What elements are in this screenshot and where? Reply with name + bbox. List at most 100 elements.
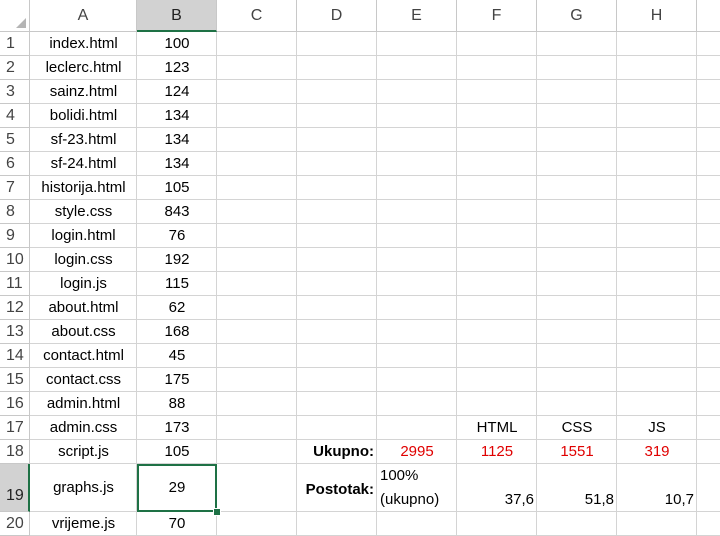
file-name-cell[interactable]: login.css xyxy=(54,251,113,268)
grid-cell[interactable] xyxy=(457,272,537,296)
grid-cell[interactable] xyxy=(697,392,720,416)
grid-cell[interactable] xyxy=(617,344,697,368)
grid-cell[interactable] xyxy=(377,248,457,272)
grid-cell[interactable] xyxy=(697,440,720,464)
grid-cell[interactable] xyxy=(137,464,217,512)
css-total-cell[interactable]: 1551 xyxy=(560,443,594,460)
percent-total-line2[interactable]: (ukupno) xyxy=(380,491,440,508)
row-header-8[interactable]: 8 xyxy=(0,200,30,224)
grid-cell[interactable] xyxy=(537,464,617,512)
grid-cell[interactable] xyxy=(30,248,137,272)
row-header-3[interactable]: 3 xyxy=(0,80,30,104)
grid-cell[interactable] xyxy=(377,344,457,368)
total-label-cell[interactable]: Ukupno: xyxy=(313,443,374,460)
grid-cell[interactable] xyxy=(217,80,297,104)
html-total-cell[interactable]: 1125 xyxy=(480,443,514,460)
grid-cell[interactable] xyxy=(137,56,217,80)
file-size-cell[interactable]: 45 xyxy=(168,347,186,364)
grid-cell[interactable] xyxy=(537,176,617,200)
grid-cell[interactable] xyxy=(297,248,377,272)
row-header-11[interactable]: 11 xyxy=(0,272,30,296)
grid-cell[interactable] xyxy=(697,224,720,248)
row-header-4[interactable]: 4 xyxy=(0,104,30,128)
grid-cell[interactable] xyxy=(457,80,537,104)
file-name-cell[interactable]: admin.css xyxy=(49,419,118,436)
grid-cell[interactable] xyxy=(30,56,137,80)
row-header-7[interactable]: 7 xyxy=(0,176,30,200)
grid-cell[interactable] xyxy=(297,416,377,440)
grid-cell[interactable] xyxy=(217,224,297,248)
file-size-cell[interactable]: 168 xyxy=(164,323,190,340)
grid-cell[interactable] xyxy=(30,440,137,464)
grid-cell[interactable] xyxy=(537,200,617,224)
file-name-cell[interactable]: login.js xyxy=(60,275,107,292)
row-header-19[interactable]: 19 xyxy=(0,464,30,512)
grid-cell[interactable] xyxy=(457,248,537,272)
file-name-cell[interactable]: about.css xyxy=(51,323,116,340)
grid-cell[interactable] xyxy=(217,152,297,176)
grid-cell[interactable] xyxy=(377,128,457,152)
grid-cell[interactable] xyxy=(297,224,377,248)
grid-cell[interactable] xyxy=(297,272,377,296)
grid-cell[interactable] xyxy=(537,104,617,128)
row-header-6[interactable]: 6 xyxy=(0,152,30,176)
file-name-cell[interactable]: bolidi.html xyxy=(49,107,118,124)
grid-cell[interactable] xyxy=(377,56,457,80)
grid-cell[interactable] xyxy=(377,440,457,464)
column-header-f[interactable]: F xyxy=(457,0,537,32)
grid-cell[interactable] xyxy=(137,272,217,296)
grid-cell[interactable] xyxy=(697,32,720,56)
grid-cell[interactable] xyxy=(297,80,377,104)
html-percent-cell[interactable]: 37,6 xyxy=(504,491,534,508)
grid-cell[interactable] xyxy=(30,176,137,200)
grid-cell[interactable] xyxy=(537,224,617,248)
grid-cell[interactable] xyxy=(137,320,217,344)
grid-cell[interactable] xyxy=(457,440,537,464)
file-size-cell[interactable]: 192 xyxy=(164,251,190,268)
grid-cell[interactable] xyxy=(297,392,377,416)
grid-cell[interactable] xyxy=(617,464,697,512)
grid-cell[interactable] xyxy=(30,464,137,512)
grid-cell[interactable] xyxy=(457,128,537,152)
grid-cell[interactable] xyxy=(137,224,217,248)
grid-cell[interactable] xyxy=(617,296,697,320)
file-size-cell[interactable]: 62 xyxy=(168,299,186,316)
grid-cell[interactable] xyxy=(297,296,377,320)
file-name-cell[interactable]: sainz.html xyxy=(49,83,118,100)
grid-cell[interactable] xyxy=(30,128,137,152)
grid-cell[interactable] xyxy=(457,152,537,176)
grid-cell[interactable] xyxy=(697,200,720,224)
grid-cell[interactable] xyxy=(30,296,137,320)
grid-cell[interactable] xyxy=(537,128,617,152)
grid-cell[interactable] xyxy=(217,512,297,536)
file-name-cell[interactable]: graphs.js xyxy=(53,479,114,496)
grid-cell[interactable] xyxy=(537,512,617,536)
grid-cell[interactable] xyxy=(457,224,537,248)
grid-cell[interactable] xyxy=(30,392,137,416)
grid-cell[interactable] xyxy=(377,176,457,200)
file-name-cell[interactable]: index.html xyxy=(49,35,118,52)
grid-cell[interactable] xyxy=(697,56,720,80)
grid-cell[interactable] xyxy=(457,320,537,344)
grid-cell[interactable] xyxy=(537,56,617,80)
grid-cell[interactable] xyxy=(697,344,720,368)
grid-cell[interactable] xyxy=(617,416,697,440)
grid-cell[interactable] xyxy=(137,80,217,104)
grid-cell[interactable] xyxy=(30,224,137,248)
grid-cell[interactable] xyxy=(537,368,617,392)
grid-cell[interactable] xyxy=(697,248,720,272)
file-name-cell[interactable]: script.js xyxy=(58,443,109,460)
grid-cell[interactable] xyxy=(697,80,720,104)
grid-cell[interactable] xyxy=(297,368,377,392)
grid-cell[interactable] xyxy=(457,56,537,80)
grid-cell[interactable] xyxy=(30,368,137,392)
grid-cell[interactable] xyxy=(217,176,297,200)
fill-handle[interactable] xyxy=(213,508,221,516)
grid-cell[interactable] xyxy=(697,512,720,536)
grid-cell[interactable] xyxy=(297,176,377,200)
column-header-g[interactable]: G xyxy=(537,0,617,32)
file-size-cell[interactable]: 29 xyxy=(137,464,217,512)
grid-cell[interactable] xyxy=(617,224,697,248)
grid-cell[interactable] xyxy=(697,464,720,512)
column-header-e[interactable]: E xyxy=(377,0,457,32)
